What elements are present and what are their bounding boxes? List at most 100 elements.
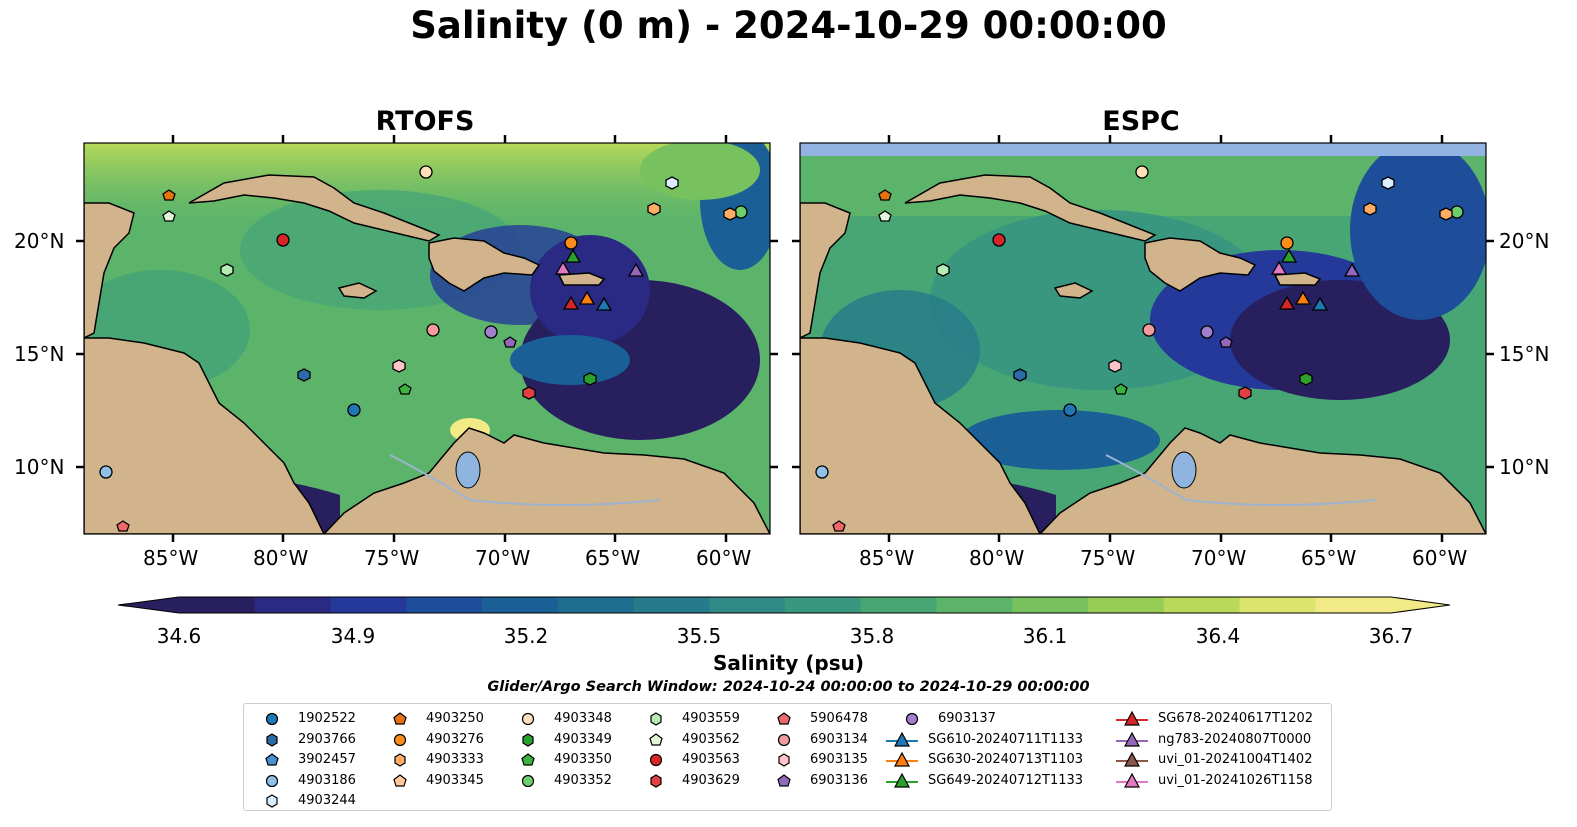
legend-marker-icon [522,732,534,747]
legend-marker-icon [777,733,791,746]
legend-marker-icon [650,712,662,726]
legend-marker-icon [1116,772,1148,788]
lon-tick-70w-r: 70°W [1191,546,1247,570]
colorbar-tick: 36.7 [1368,624,1414,648]
colorbar-segment [557,597,634,613]
lon-tick-65w: 65°W [585,546,641,570]
colorbar-tick: 36.1 [1022,624,1068,648]
legend-marker-icon [905,712,919,726]
colorbar-segment [1088,597,1165,613]
lon-tick-85w-r: 85°W [859,546,915,570]
legend-label: 4903345 [426,772,484,788]
legend-label: uvi_01-20241026T1158 [1158,772,1313,788]
legend-marker-icon [393,712,407,725]
colorbar-tick: 35.5 [676,624,722,648]
legend-marker-icon [886,751,918,767]
legend-label: uvi_01-20241004T1402 [1158,752,1313,767]
legend-label: 6903135 [810,752,868,767]
panel-title-espc: ESPC [1102,106,1180,137]
legend-label: 4903333 [426,752,484,767]
legend-label: SG649-20240712T1133 [928,772,1084,788]
lat-tick-20n-r: 20°N [1499,229,1550,253]
lon-tick-75w-r: 75°W [1080,546,1136,570]
legend-marker-icon [394,753,406,767]
colorbar-segment [1239,597,1316,613]
legend-label: 5906478 [810,711,868,726]
colorbar-segment [482,597,559,613]
lon-tick-60w-r: 60°W [1412,546,1468,570]
colorbar-segment [330,597,407,613]
legend-marker-icon [650,773,662,788]
legend-label: SG610-20240711T1133 [928,731,1084,747]
legend-marker-icon [1116,731,1148,747]
lon-tick-65w-r: 65°W [1301,546,1357,570]
legend-label: SG678-20240617T1202 [1158,711,1314,726]
legend-label: 4903349 [554,731,612,747]
legend-marker-icon [649,753,663,767]
legend-marker-icon [777,712,791,725]
legend-marker-icon [521,712,535,726]
legend-label: 4903276 [426,731,484,747]
colorbar-segment [1315,597,1392,613]
colorbar-segment [406,597,483,613]
legend-marker-icon [393,733,407,746]
colorbar-tick: 35.8 [849,624,895,648]
colorbar-segment [1163,597,1240,613]
legend-marker-icon [886,731,918,747]
colorbar-segment [709,597,786,613]
legend-label: 4903348 [554,711,612,726]
legend-marker-icon [265,753,279,766]
colorbar-tick: 35.2 [503,624,549,648]
colorbar-label: Salinity (psu) [712,651,864,675]
legend-marker-icon [265,774,279,787]
colorbar-tick: 36.4 [1195,624,1241,648]
lat-tick-15n: 15°N [14,342,65,366]
legend-label: 2903766 [298,731,356,747]
legend-marker-icon [521,753,535,766]
colorbar-segment [179,597,256,613]
legend-marker-icon [521,774,535,787]
colorbar-tick: 34.9 [330,624,376,648]
legend-label: 4903629 [682,772,740,788]
legend-marker-icon [266,732,278,747]
colorbar-extend-low [118,597,179,613]
colorbar-tick: 34.6 [156,624,202,648]
colorbar-segment [1012,597,1089,613]
colorbar-segment [936,597,1013,613]
lat-tick-20n: 20°N [14,229,65,253]
lat-tick-10n: 10°N [14,455,65,479]
legend-marker-icon [649,732,663,746]
panel-title-rtofs: RTOFS [375,106,475,137]
lon-tick-85w: 85°W [143,546,199,570]
legend-marker-icon [778,753,790,767]
legend-label: 4903250 [426,711,484,726]
colorbar-segment [860,597,937,613]
legend-marker-icon [1116,710,1148,726]
legend-label: ng783-20240807T0000 [1158,731,1312,747]
figure-title: Salinity (0 m) - 2024-10-29 00:00:00 [410,4,1167,47]
legend: 1902522 2903766 3902457 4903186 4903244 49032… [243,703,1332,811]
lon-tick-60w: 60°W [696,546,752,570]
legend-label: 4903559 [682,711,740,726]
colorbar-segment [254,597,331,613]
legend-label: 4903563 [682,752,740,767]
float-markers-rtofs [99,165,748,532]
colorbar-extend-high [1391,597,1450,613]
lat-tick-15n-r: 15°N [1499,342,1550,366]
legend-label: 4903352 [554,772,612,788]
lon-tick-80w-r: 80°W [969,546,1025,570]
legend-label: 3902457 [298,752,356,767]
lon-tick-80w: 80°W [253,546,309,570]
legend-label: 6903137 [938,711,996,726]
legend-label: SG630-20240713T1103 [928,752,1084,767]
colorbar-segment [633,597,710,613]
legend-marker-icon [393,773,407,787]
search-window-text: Glider/Argo Search Window: 2024-10-24 00… [487,679,1090,695]
legend-marker-icon [777,773,791,787]
axis-ticks [76,135,1494,542]
legend-marker-icon [1116,751,1148,767]
colorbar-outline [117,596,1451,614]
espc-map [800,143,1486,534]
legend-marker-icon [265,712,279,726]
